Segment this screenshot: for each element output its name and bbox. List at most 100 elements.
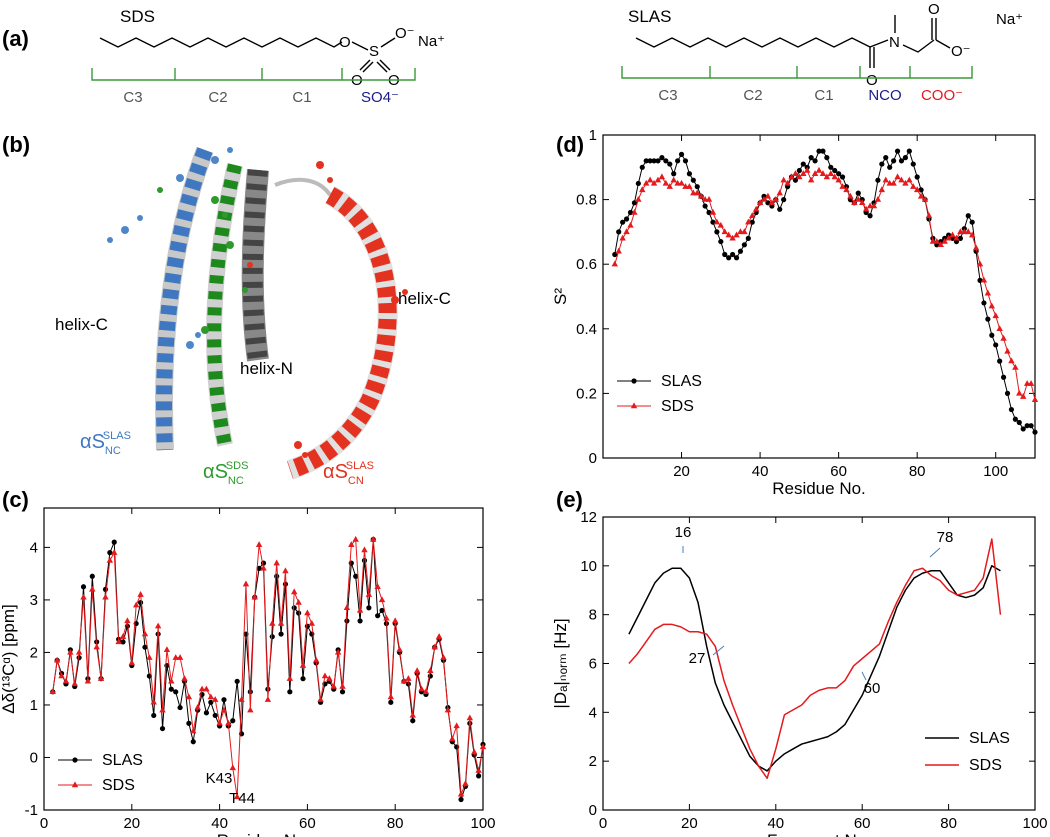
data-point bbox=[1016, 389, 1023, 396]
data-point bbox=[173, 689, 179, 695]
protein-structure: helix-C helix-N helix-C αSNCSLAS αSNCSDS… bbox=[55, 146, 451, 487]
data-point bbox=[726, 255, 732, 261]
bond bbox=[935, 39, 951, 49]
atom: O bbox=[866, 72, 878, 89]
data-point bbox=[233, 793, 241, 800]
data-point bbox=[207, 693, 215, 700]
panel-label: (d) bbox=[556, 132, 584, 157]
data-point bbox=[159, 725, 166, 732]
data-point bbox=[883, 155, 889, 161]
data-point bbox=[1016, 419, 1022, 426]
data-point bbox=[159, 706, 166, 713]
data-point bbox=[816, 148, 822, 154]
data-point bbox=[972, 244, 980, 251]
data-point bbox=[1032, 429, 1038, 435]
data-point bbox=[686, 183, 693, 189]
data-point bbox=[124, 617, 131, 624]
data-point bbox=[1008, 357, 1015, 364]
data-point bbox=[725, 231, 732, 238]
data-point bbox=[1028, 423, 1034, 429]
data-point bbox=[941, 237, 948, 244]
data-point bbox=[296, 610, 302, 616]
counterion: Na⁺ bbox=[996, 11, 1023, 28]
data-point bbox=[879, 161, 885, 167]
data-point bbox=[405, 681, 411, 687]
data-point bbox=[796, 173, 803, 180]
data-point bbox=[646, 176, 654, 183]
helix-ribbon bbox=[207, 163, 242, 447]
data-point bbox=[666, 183, 673, 189]
data-point bbox=[410, 718, 416, 724]
data-point bbox=[768, 199, 776, 206]
data-point bbox=[737, 248, 744, 254]
data-point bbox=[150, 698, 157, 705]
data-point bbox=[163, 646, 171, 653]
group-label: C2 bbox=[208, 89, 227, 106]
alkyl-chain bbox=[99, 37, 343, 48]
data-point bbox=[659, 155, 665, 161]
data-point bbox=[745, 235, 751, 241]
x-axis-label: Residue No. bbox=[217, 831, 311, 837]
data-point bbox=[760, 196, 768, 202]
data-point bbox=[667, 161, 673, 167]
data-point bbox=[348, 541, 355, 547]
x-tick-label: 20 bbox=[673, 463, 690, 480]
y-tick-label: 0.6 bbox=[576, 256, 597, 273]
data-point bbox=[409, 711, 416, 718]
side-chains bbox=[107, 147, 233, 349]
helix-ribbon bbox=[156, 147, 213, 451]
data-point bbox=[357, 618, 363, 624]
x-tick-label: 60 bbox=[830, 463, 847, 480]
x-axis-label: Residue No. bbox=[772, 479, 866, 498]
helix-ribbon bbox=[286, 186, 398, 480]
data-point bbox=[654, 176, 662, 183]
data-point bbox=[304, 609, 311, 616]
y-tick-label: 0 bbox=[589, 802, 597, 819]
label-sub: NC bbox=[105, 445, 121, 457]
data-point bbox=[733, 255, 740, 261]
y-tick-label: 8 bbox=[589, 607, 597, 624]
data-point bbox=[186, 720, 192, 726]
data-point bbox=[702, 203, 708, 209]
atom: S bbox=[369, 43, 379, 60]
group-label: NCO bbox=[868, 87, 901, 104]
x-tick-label: 80 bbox=[940, 815, 957, 832]
data-point bbox=[370, 535, 377, 542]
data-point bbox=[902, 179, 909, 186]
data-point bbox=[823, 173, 831, 180]
data-point bbox=[635, 180, 641, 187]
data-point bbox=[256, 565, 262, 572]
data-point bbox=[780, 176, 787, 183]
data-point bbox=[287, 689, 293, 695]
data-point bbox=[811, 170, 819, 176]
data-point bbox=[466, 714, 474, 721]
data-point bbox=[458, 796, 464, 803]
data-point bbox=[387, 693, 395, 700]
data-point bbox=[925, 212, 933, 218]
y-tick-label: 12 bbox=[580, 509, 597, 526]
y-tick-label: 1 bbox=[30, 697, 38, 714]
data-point bbox=[84, 677, 92, 684]
data-point bbox=[730, 251, 736, 258]
data-point bbox=[914, 174, 920, 180]
data-point bbox=[269, 634, 275, 640]
data-point bbox=[190, 727, 197, 734]
x-tick-label: 20 bbox=[123, 815, 140, 832]
data-point bbox=[815, 166, 823, 173]
data-point bbox=[835, 176, 842, 183]
data-point bbox=[690, 177, 696, 183]
x-tick-label: 40 bbox=[752, 463, 769, 480]
x-tick-label: 60 bbox=[299, 815, 316, 832]
atom: O bbox=[339, 34, 351, 51]
data-point bbox=[1012, 416, 1018, 422]
label-sub: CN bbox=[348, 475, 364, 487]
data-point bbox=[851, 199, 858, 206]
data-point bbox=[413, 667, 421, 674]
data-point bbox=[53, 656, 61, 663]
data-point bbox=[102, 586, 109, 593]
data-point bbox=[274, 573, 280, 579]
data-point bbox=[824, 155, 830, 161]
data-point bbox=[326, 675, 333, 681]
